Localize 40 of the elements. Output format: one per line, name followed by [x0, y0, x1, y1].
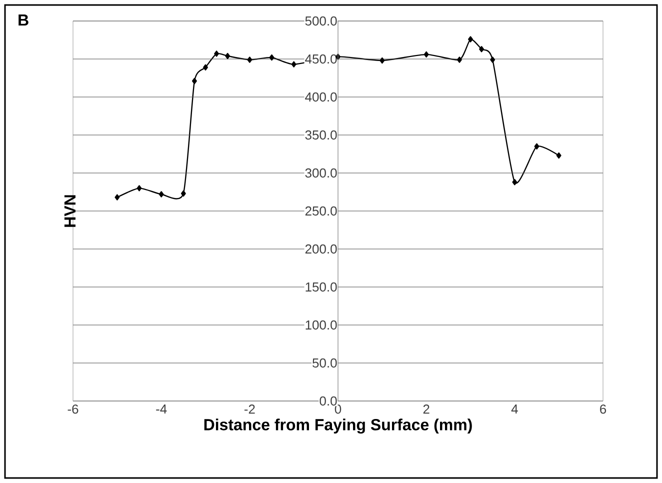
y-tick-label: 200.0	[305, 244, 337, 254]
point	[136, 185, 142, 192]
point	[291, 61, 296, 68]
y-tick-label: 50.0	[312, 358, 337, 368]
y-tick-label: 450.0	[305, 54, 337, 64]
point	[269, 54, 274, 61]
y-tick-label: 400.0	[305, 92, 337, 102]
point	[158, 191, 164, 198]
y-tick-label: 0.0	[320, 396, 337, 406]
point	[247, 56, 252, 63]
point	[479, 46, 484, 52]
point	[490, 56, 496, 63]
point	[180, 190, 186, 197]
y-tick-label: 250.0	[305, 206, 337, 216]
point	[192, 78, 197, 84]
point	[468, 36, 473, 42]
point	[556, 152, 562, 159]
point	[512, 179, 518, 186]
point	[456, 56, 462, 63]
text: B	[18, 14, 28, 26]
point	[225, 52, 230, 60]
y-axis-title: HVN	[64, 195, 76, 227]
point	[534, 143, 540, 150]
x-tick-label: -4	[156, 404, 167, 414]
x-tick-label: 6	[600, 404, 606, 414]
x-tick-label: -6	[68, 404, 78, 414]
point	[214, 50, 220, 57]
point	[424, 51, 429, 58]
x-tick-label: 4	[511, 404, 518, 414]
x-axis-title: Distance from Faying Surface (mm)	[204, 418, 472, 434]
y-tick-label: 100.0	[306, 320, 337, 330]
point	[114, 194, 120, 200]
x-tick-label: -2	[244, 404, 255, 414]
x-tick-label: 2	[423, 404, 430, 414]
point	[203, 64, 208, 70]
y-tick-label: 150.0	[306, 282, 337, 292]
y-tick-label: 350.0	[305, 130, 337, 140]
y-tick-label: 500.0	[305, 16, 337, 26]
point	[380, 57, 385, 64]
y-tick-label: 300.0	[305, 168, 337, 178]
